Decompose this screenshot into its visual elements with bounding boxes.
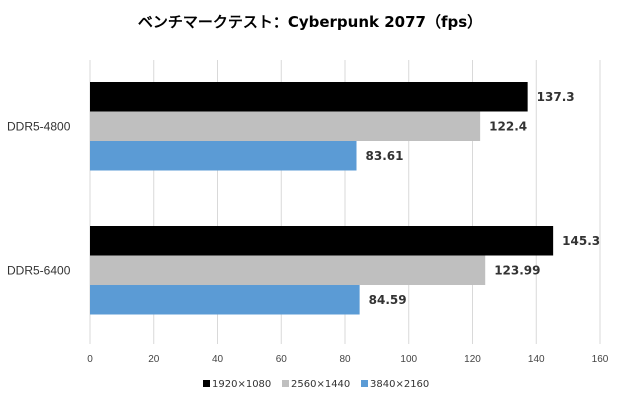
data-label: 145.3 — [562, 234, 600, 248]
legend-swatch — [282, 380, 289, 387]
legend-label: 1920×1080 — [212, 379, 271, 390]
category-labels: DDR5-4800 DDR5-6400 — [7, 119, 71, 277]
bar — [90, 111, 481, 141]
bar — [90, 141, 357, 171]
bar — [90, 255, 486, 285]
data-label: 84.59 — [369, 293, 407, 307]
x-tick-label: 40 — [212, 354, 224, 365]
x-axis-ticks: 0 20 40 60 80 100 120 140 160 — [87, 354, 609, 365]
chart-title: ベンチマークテスト：Cyberpunk 2077（fps） — [138, 13, 482, 31]
x-tick-label: 100 — [400, 354, 417, 365]
data-label: 122.4 — [489, 119, 527, 133]
data-label: 83.61 — [366, 149, 404, 163]
x-tick-label: 20 — [148, 354, 160, 365]
bar — [90, 226, 554, 256]
x-tick-label: 0 — [87, 354, 93, 365]
category-label: DDR5-6400 — [7, 263, 71, 277]
legend-swatch — [361, 380, 368, 387]
legend: 1920×1080 2560×1440 3840×2160 — [203, 379, 429, 390]
bars — [90, 82, 554, 315]
x-tick-label: 80 — [339, 354, 351, 365]
x-tick-label: 140 — [528, 354, 545, 365]
x-tick-label: 60 — [276, 354, 288, 365]
legend-label: 3840×2160 — [370, 379, 429, 390]
legend-swatch — [203, 380, 210, 387]
category-label: DDR5-4800 — [7, 119, 71, 133]
x-tick-label: 120 — [464, 354, 481, 365]
data-labels: 137.3 122.4 83.61 145.3 123.99 84.59 — [366, 90, 601, 307]
legend-label: 2560×1440 — [291, 379, 350, 390]
bar — [90, 82, 528, 112]
data-label: 123.99 — [494, 263, 540, 277]
bar — [90, 285, 360, 315]
data-label: 137.3 — [537, 90, 575, 104]
x-tick-label: 160 — [592, 354, 609, 365]
